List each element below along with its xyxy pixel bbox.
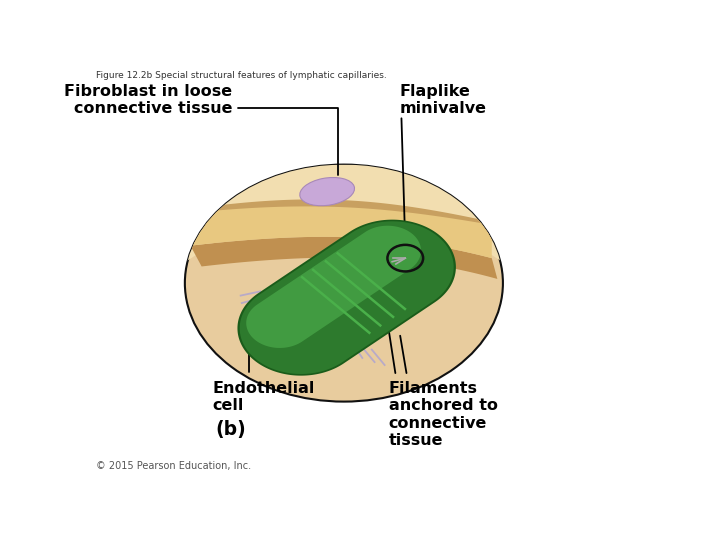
Text: © 2015 Pearson Education, Inc.: © 2015 Pearson Education, Inc. xyxy=(96,462,251,471)
Polygon shape xyxy=(196,199,498,241)
Polygon shape xyxy=(240,221,454,374)
Text: Endothelial
cell: Endothelial cell xyxy=(213,381,315,413)
Circle shape xyxy=(185,165,503,402)
Polygon shape xyxy=(185,165,503,262)
Polygon shape xyxy=(238,220,456,376)
Polygon shape xyxy=(191,237,498,279)
Polygon shape xyxy=(191,206,492,258)
Ellipse shape xyxy=(300,178,354,206)
Polygon shape xyxy=(246,226,421,348)
Text: Filaments
anchored to
connective
tissue: Filaments anchored to connective tissue xyxy=(389,381,498,448)
Text: (b): (b) xyxy=(215,420,246,440)
Text: Flaplike
minivalve: Flaplike minivalve xyxy=(400,84,487,116)
Text: Fibroblast in loose
connective tissue: Fibroblast in loose connective tissue xyxy=(64,84,233,116)
Text: Figure 12.2b Special structural features of lymphatic capillaries.: Figure 12.2b Special structural features… xyxy=(96,71,387,80)
